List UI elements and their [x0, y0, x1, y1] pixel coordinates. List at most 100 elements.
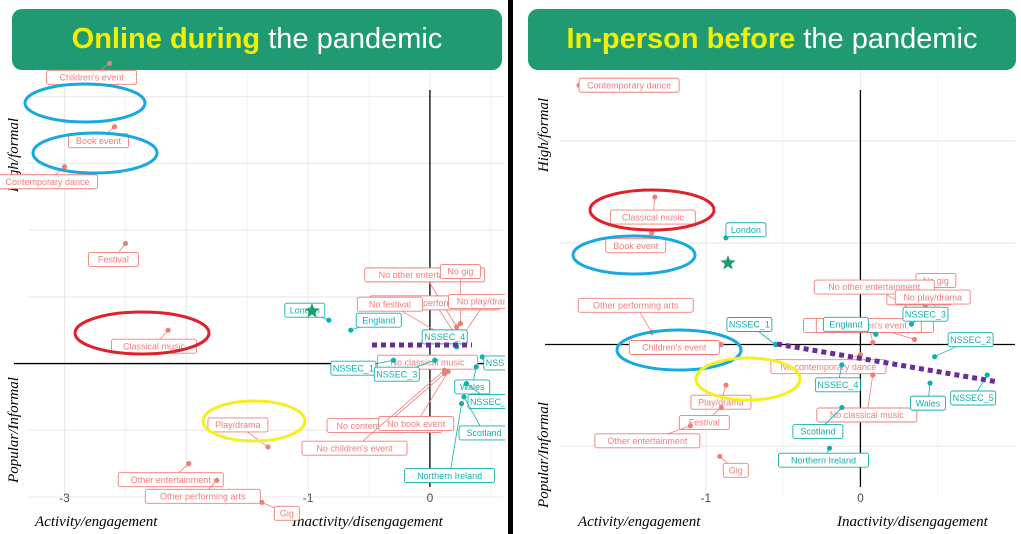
y-axis-label-popular-informal: Popular/Informal: [536, 402, 552, 509]
label-box-no-contemporary-dance: [770, 359, 887, 375]
label-box-no-classical-music: [816, 407, 918, 423]
point-festival: [122, 240, 129, 247]
data-points: Children's event Book event Contemporary d…: [0, 60, 505, 521]
point-gig: [259, 499, 265, 505]
label-box-nssec-5: [483, 355, 505, 371]
highlight-circle-childrens-event: [23, 82, 147, 124]
label-box-nssec-2: [947, 332, 994, 348]
point-nssec-4: [839, 362, 845, 368]
x-axis-label-activity: Activity/engagement: [34, 514, 158, 530]
point-nssec-3: [432, 357, 438, 363]
point-nssec-3: [908, 321, 915, 327]
label-box-wales: [454, 379, 491, 395]
point-label-england: England: [829, 320, 862, 330]
point-label-london: London: [731, 225, 761, 235]
label-box-england: [355, 312, 402, 328]
point-label-nssec-2: NSSEC_2: [470, 397, 505, 407]
label-box-nssec-5: [950, 390, 997, 406]
point-no-children-s-event: [441, 367, 448, 373]
label-box-england: [822, 316, 869, 332]
point-label-no-gig: No gig: [923, 276, 949, 286]
point-label-nssec-5: NSSEC_5: [953, 393, 994, 403]
label-box-nssec-3: [902, 306, 949, 322]
point-scotland: [839, 404, 845, 411]
point-label-nssec-2: NSSEC_2: [950, 335, 991, 345]
point-children-s-event: [107, 60, 113, 66]
label-box-other-performing-arts: [144, 488, 261, 504]
label-box-children-s-event: [628, 340, 720, 355]
point-label-nssec-3: NSSEC_3: [376, 369, 417, 379]
point-northern-ireland: [458, 400, 465, 407]
panel-divider: [508, 0, 513, 534]
point-no-gig: [457, 320, 463, 327]
point-nssec-2: [463, 380, 470, 387]
point-england: [348, 327, 354, 333]
point-label-no-children-s-event: No children's event: [316, 443, 393, 453]
label-box-nssec-2: [467, 394, 505, 410]
point-classical-music: [165, 327, 171, 333]
point-label-other-performing-arts: Other performing arts: [160, 492, 246, 502]
point-play-drama: [265, 444, 271, 450]
point-play-drama: [723, 382, 729, 388]
point-label-no-festival: No festival: [369, 299, 411, 309]
panel-title-highlight: In-person before: [566, 23, 796, 55]
trend-dotted-line: [776, 341, 999, 385]
point-label-other-entertainment: Other entertainment: [607, 436, 688, 446]
label-box-play-drama: [207, 417, 269, 433]
point-label-play-drama: Play/drama: [698, 397, 744, 407]
panel-title: Online during the pandemic: [72, 23, 443, 56]
point-no-children-s-event: [870, 339, 876, 346]
point-label-other-performing-arts: Other performing arts: [593, 301, 679, 311]
label-box-no-book-event: [378, 416, 455, 432]
point-wales: [473, 364, 479, 370]
point-label-children-s-event: Children's event: [59, 73, 124, 83]
label-box-other-performing-arts: [577, 297, 694, 313]
x-tick-label: -1: [701, 491, 712, 505]
x-tick-label: -1: [303, 491, 314, 505]
x-axis-label-inactivity: Inactivity/disengagement: [836, 514, 989, 530]
highlight-circle-childrens-event: [615, 328, 743, 372]
point-label-nssec-1: NSSEC_1: [333, 363, 374, 373]
point-no-other-entertainment: [454, 324, 460, 330]
point-label-no-children-s-event: No children's event: [831, 321, 908, 331]
leader-line-no-book-event: [415, 371, 449, 424]
biplot-in-person: -1 0 High/formal Popular/Informal Activity/e…: [536, 70, 1015, 530]
point-festival: [718, 404, 724, 411]
point-label-festival: Festival: [98, 255, 129, 265]
panel-title-rest: the pandemic: [260, 23, 443, 55]
label-box-book-event: [605, 238, 667, 254]
point-contemporary-dance: [61, 164, 68, 170]
point-label-book-event: Book event: [613, 241, 659, 251]
point-label-play-drama: Play/drama: [215, 420, 261, 430]
point-london: [326, 317, 332, 323]
point-label-book-event: Book event: [76, 136, 122, 146]
point-other-entertainment: [687, 423, 693, 429]
label-box-gig: [722, 462, 749, 478]
label-box-no-gig: [439, 264, 481, 279]
label-box-london: [725, 222, 767, 238]
highlight-circle-book-event: [571, 234, 697, 276]
label-box-no-children-s-event: [301, 440, 408, 456]
highlight-circle-play-drama: [694, 356, 802, 402]
x-axis-label-inactivity: Inactivity/disengagement: [291, 514, 444, 530]
point-book-event: [111, 124, 118, 130]
london-star-icon: [304, 303, 320, 318]
point-other-performing-arts: [214, 477, 220, 483]
label-box-no-play-drama: [894, 289, 971, 305]
highlight-circle-book-event: [31, 131, 159, 175]
point-nssec-2: [932, 354, 938, 360]
panel-title-banner: Online during the pandemic: [12, 9, 502, 70]
point-label-children-s-event: Children's event: [642, 343, 707, 353]
point-label-scotland: Scotland: [800, 427, 835, 437]
label-box-no-festival: [356, 296, 423, 312]
point-label-scotland: Scotland: [467, 428, 502, 438]
panel-online-during-pandemic: Online during the pandemic -3-2-10High/f…: [0, 0, 505, 534]
point-nssec-5: [984, 372, 990, 378]
panel-title: In-person before the pandemic: [567, 23, 978, 56]
point-label-no-play-drama: No play/drama: [457, 297, 505, 307]
highlight-circle-classical-music: [73, 310, 211, 356]
x-tick-label: -3: [59, 491, 70, 505]
point-label-no-classical-music: No classical music: [830, 410, 905, 420]
x-tick-label: 0: [427, 491, 434, 505]
point-label-no-contemporary-dance: No contemporary dance: [780, 362, 876, 372]
